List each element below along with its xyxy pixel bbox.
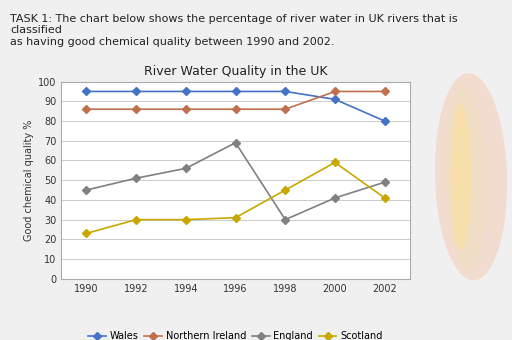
Wales: [332, 97, 338, 101]
Wales: [282, 89, 288, 94]
Line: England: England: [83, 140, 388, 222]
Scotland: [282, 188, 288, 192]
Scotland: [332, 160, 338, 165]
Northern Ireland: [83, 107, 90, 111]
England: [83, 188, 90, 192]
Scotland: [133, 218, 139, 222]
England: [133, 176, 139, 180]
Line: Scotland: Scotland: [83, 160, 388, 236]
England: [282, 218, 288, 222]
England: [381, 180, 388, 184]
Scotland: [83, 232, 90, 236]
Scotland: [183, 218, 189, 222]
Scotland: [232, 216, 239, 220]
Ellipse shape: [445, 85, 486, 268]
Wales: [133, 89, 139, 94]
Title: River Water Quality in the UK: River Water Quality in the UK: [144, 65, 327, 78]
Ellipse shape: [451, 103, 471, 250]
England: [332, 196, 338, 200]
Line: Wales: Wales: [83, 89, 388, 124]
Ellipse shape: [435, 73, 507, 280]
Wales: [232, 89, 239, 94]
Northern Ireland: [282, 107, 288, 111]
Legend: Wales, Northern Ireland, England, Scotland: Wales, Northern Ireland, England, Scotla…: [84, 327, 387, 340]
Northern Ireland: [332, 89, 338, 94]
England: [183, 166, 189, 170]
Northern Ireland: [133, 107, 139, 111]
Northern Ireland: [381, 89, 388, 94]
England: [232, 141, 239, 145]
Wales: [83, 89, 90, 94]
Northern Ireland: [183, 107, 189, 111]
Wales: [183, 89, 189, 94]
Text: TASK 1: The chart below shows the percentage of river water in UK rivers that is: TASK 1: The chart below shows the percen…: [10, 14, 458, 47]
Wales: [381, 119, 388, 123]
Scotland: [381, 196, 388, 200]
Y-axis label: Good chemical quality %: Good chemical quality %: [24, 120, 34, 241]
Northern Ireland: [232, 107, 239, 111]
Line: Northern Ireland: Northern Ireland: [83, 89, 388, 112]
